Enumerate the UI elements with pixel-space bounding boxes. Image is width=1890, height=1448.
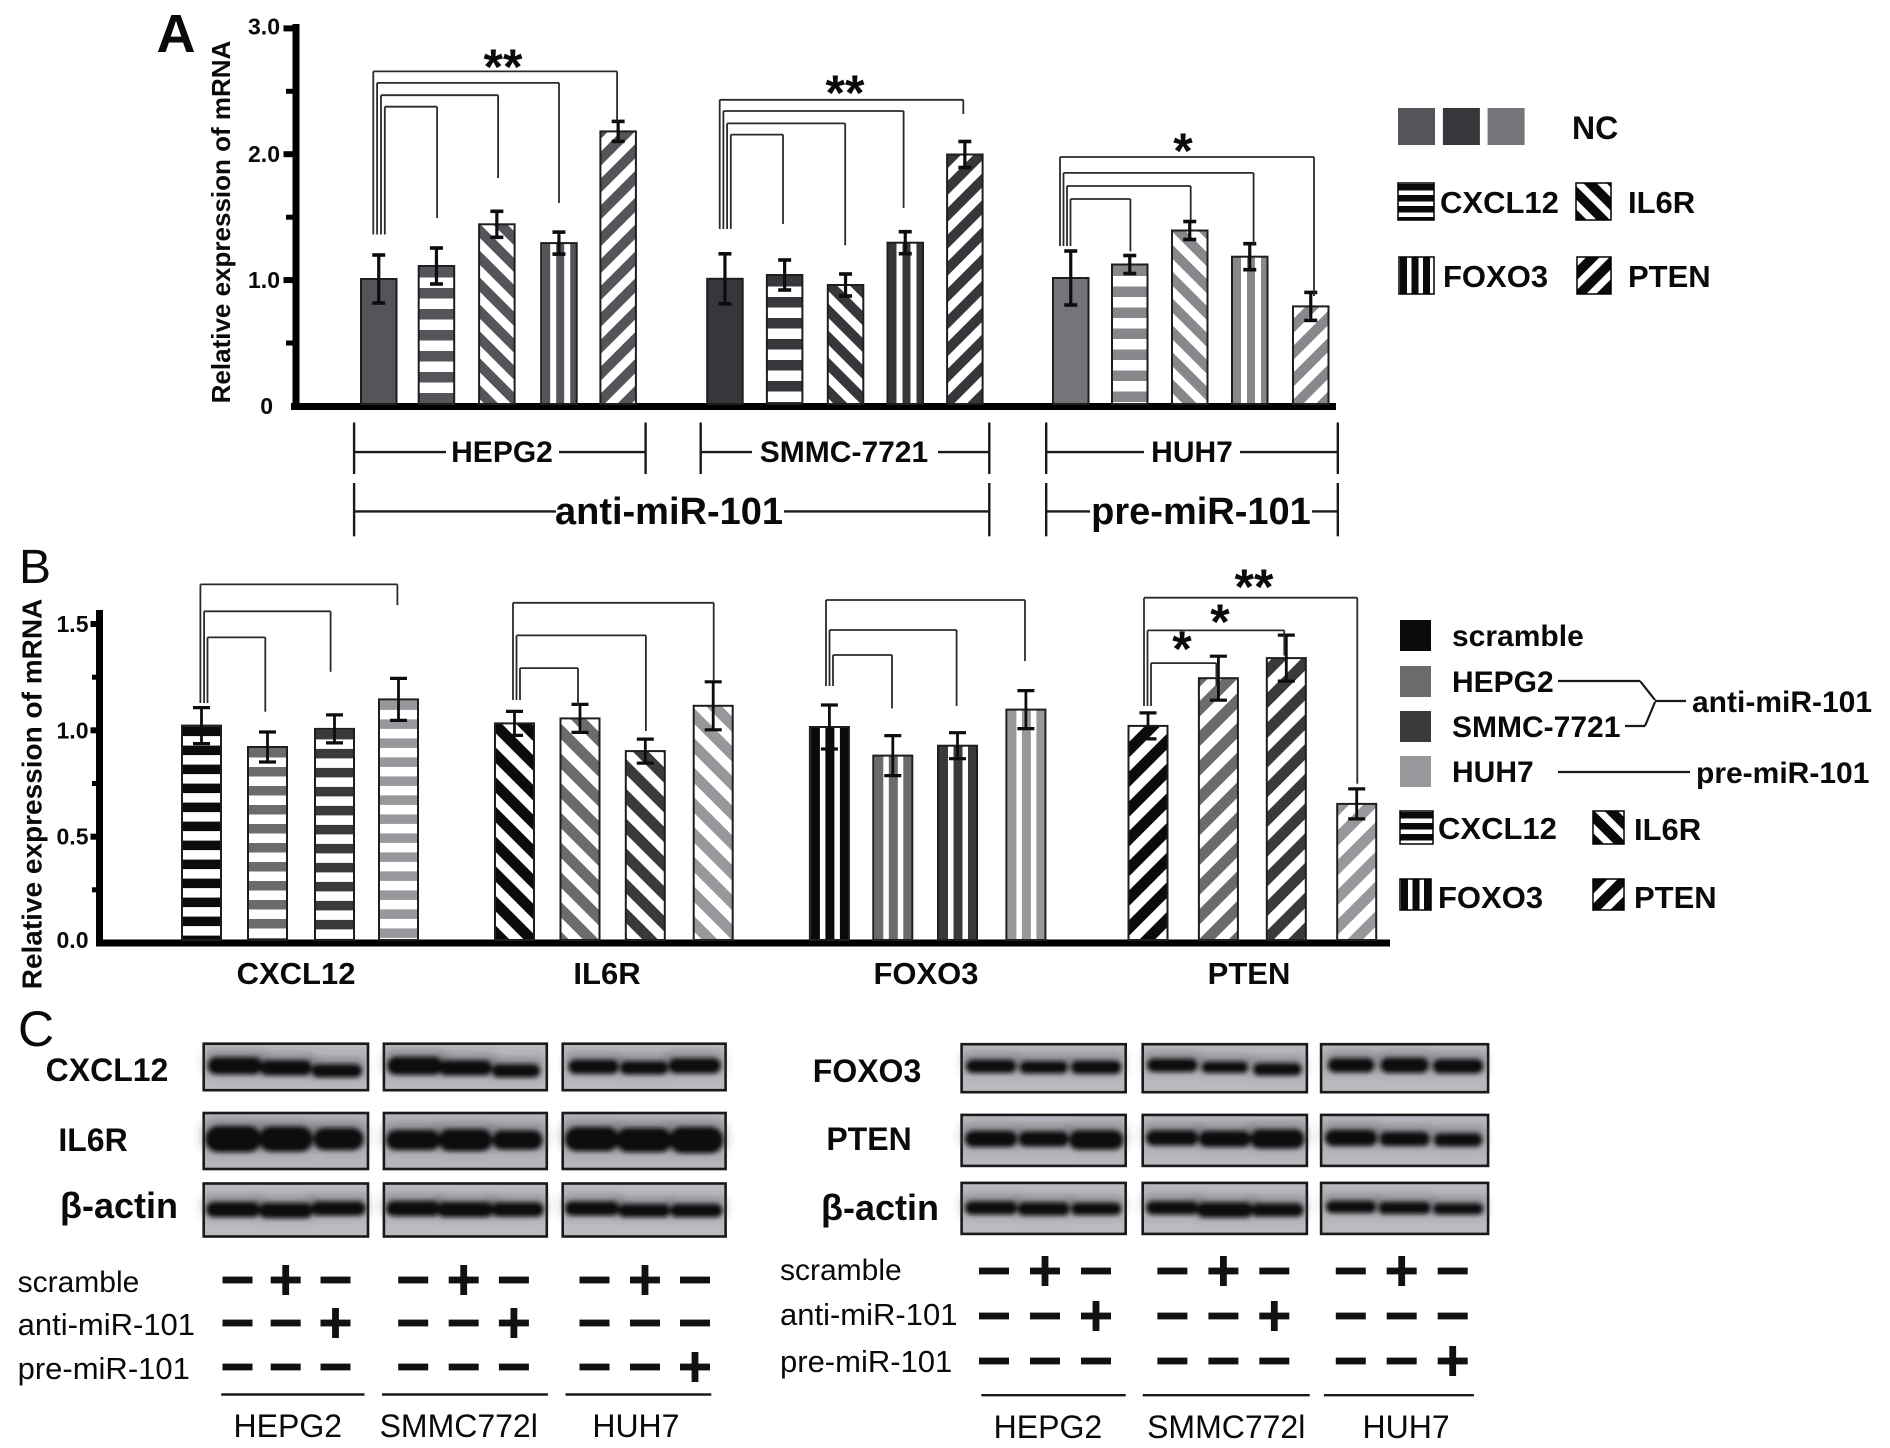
svg-text:PTEN: PTEN (1628, 259, 1711, 294)
svg-text:CXCL12: CXCL12 (1440, 185, 1559, 220)
svg-text:scramble: scramble (780, 1254, 902, 1287)
svg-text:FOXO3: FOXO3 (1438, 880, 1543, 915)
svg-text:A: A (157, 4, 196, 64)
svg-text:HEPG2: HEPG2 (994, 1409, 1102, 1445)
svg-text:HEPG2: HEPG2 (451, 436, 553, 469)
svg-text:3.0: 3.0 (248, 14, 280, 40)
svg-text:SMMC-7721: SMMC-7721 (1452, 711, 1620, 744)
svg-text:β-actin: β-actin (60, 1185, 178, 1226)
svg-text:HUH7: HUH7 (1151, 436, 1233, 469)
svg-text:FOXO3: FOXO3 (873, 956, 978, 991)
svg-text:C: C (18, 1001, 54, 1057)
svg-text:NC: NC (1572, 110, 1618, 146)
svg-text:pre-miR-101: pre-miR-101 (18, 1351, 190, 1386)
svg-text:PTEN: PTEN (1208, 956, 1291, 991)
svg-text:IL6R: IL6R (1634, 812, 1701, 847)
svg-text:SMMC772l: SMMC772l (380, 1408, 538, 1444)
svg-text:anti-miR-101: anti-miR-101 (780, 1297, 957, 1332)
svg-text:SMMC-7721: SMMC-7721 (760, 436, 928, 469)
svg-text:*: * (1173, 123, 1193, 179)
svg-text:SMMC772l: SMMC772l (1147, 1409, 1305, 1445)
svg-text:anti-miR-101: anti-miR-101 (555, 491, 783, 533)
svg-text:CXCL12: CXCL12 (1438, 811, 1557, 846)
svg-text:scramble: scramble (18, 1266, 140, 1299)
svg-text:HUH7: HUH7 (592, 1408, 679, 1444)
svg-text:pre-miR-101: pre-miR-101 (1091, 491, 1311, 533)
svg-text:1.5: 1.5 (57, 611, 89, 637)
svg-text:0.5: 0.5 (57, 824, 89, 850)
svg-text:IL6R: IL6R (1628, 185, 1695, 220)
svg-text:0.0: 0.0 (57, 927, 89, 953)
svg-text:anti-miR-101: anti-miR-101 (18, 1307, 195, 1342)
svg-text:PTEN: PTEN (1634, 880, 1717, 915)
svg-text:pre-miR-101: pre-miR-101 (1696, 757, 1869, 790)
svg-text:1.0: 1.0 (248, 267, 280, 293)
svg-text:IL6R: IL6R (573, 956, 640, 991)
svg-text:**: ** (1235, 559, 1274, 615)
svg-text:2.0: 2.0 (248, 141, 280, 167)
svg-text:*: * (1210, 594, 1230, 650)
svg-text:scramble: scramble (1452, 620, 1584, 653)
svg-text:*: * (1172, 621, 1192, 677)
svg-text:pre-miR-101: pre-miR-101 (780, 1344, 952, 1379)
svg-text:HUH7: HUH7 (1363, 1409, 1450, 1445)
svg-text:FOXO3: FOXO3 (813, 1053, 921, 1089)
svg-text:IL6R: IL6R (58, 1122, 127, 1158)
svg-text:HUH7: HUH7 (1452, 756, 1534, 789)
svg-text:1.0: 1.0 (57, 717, 89, 743)
svg-text:Relative expression of mRNA: Relative expression of mRNA (16, 599, 47, 990)
svg-text:anti-miR-101: anti-miR-101 (1692, 686, 1872, 719)
svg-text:**: ** (826, 65, 865, 121)
svg-text:HEPG2: HEPG2 (1452, 666, 1554, 699)
svg-text:0: 0 (260, 393, 273, 419)
svg-text:CXCL12: CXCL12 (46, 1052, 169, 1088)
svg-text:HEPG2: HEPG2 (234, 1408, 342, 1444)
svg-text:CXCL12: CXCL12 (237, 956, 356, 991)
svg-text:β-actin: β-actin (821, 1187, 939, 1228)
svg-text:FOXO3: FOXO3 (1443, 259, 1548, 294)
svg-text:PTEN: PTEN (826, 1121, 911, 1157)
svg-text:B: B (19, 541, 51, 594)
svg-text:Relative expression of mRNA: Relative expression of mRNA (206, 40, 236, 403)
svg-text:**: ** (484, 39, 523, 95)
